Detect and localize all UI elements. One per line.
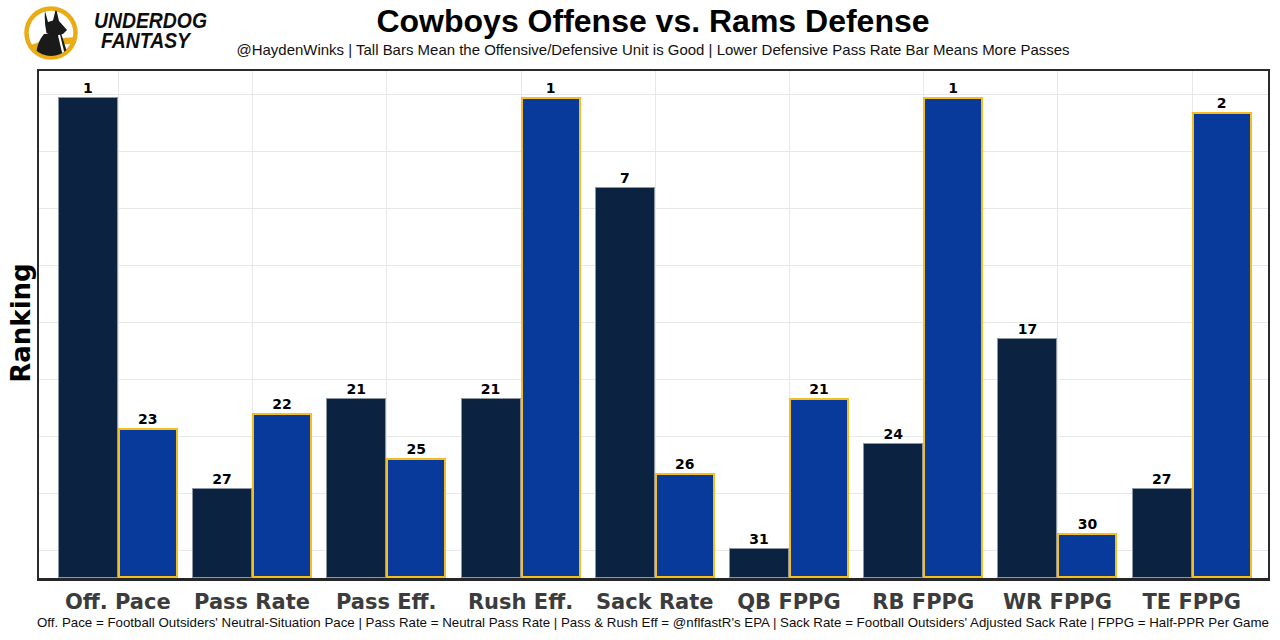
- plot-area: 1232722212521172631212411730272: [37, 69, 1270, 581]
- bar-value-label: 31: [719, 531, 799, 547]
- page: { "header": { "brand_line1": "UNDERDOG",…: [0, 0, 1280, 640]
- bar-offense-pass-eff-: [326, 398, 386, 578]
- bar-defense-wr-fppg: [1057, 533, 1117, 578]
- bar-value-label: 7: [585, 170, 665, 186]
- chart-subtitle: @HaydenWinks | Tall Bars Mean the Offens…: [237, 41, 1070, 58]
- bar-value-label: 25: [376, 441, 456, 457]
- bar-value-label: 1: [913, 80, 993, 96]
- bar-value-label: 1: [511, 80, 591, 96]
- bar-offense-pass-rate: [192, 488, 252, 578]
- y-gridline: [39, 94, 1268, 95]
- bar-defense-off-pace: [118, 428, 178, 578]
- underdog-dog-icon: [22, 3, 80, 65]
- brand-wordmark: UNDERDOG FANTASY: [94, 11, 207, 51]
- bar-value-label: 17: [987, 321, 1067, 337]
- bar-value-label: 26: [645, 456, 725, 472]
- bar-defense-sack-rate: [655, 473, 715, 578]
- bar-offense-rush-eff-: [461, 398, 521, 578]
- bar-offense-rb-fppg: [863, 443, 923, 578]
- bar-offense-te-fppg: [1132, 488, 1192, 578]
- bar-offense-off-pace: [58, 97, 118, 578]
- bar-value-label: 27: [1122, 471, 1202, 487]
- x-axis-label-te-fppg: TE FPPG: [1092, 590, 1280, 614]
- brand-line2: FANTASY: [101, 31, 207, 51]
- bar-offense-sack-rate: [595, 187, 655, 578]
- bar-defense-pass-eff-: [386, 458, 446, 578]
- bar-value-label: 24: [853, 426, 933, 442]
- bar-defense-rb-fppg: [923, 97, 983, 578]
- bar-value-label: 30: [1047, 516, 1127, 532]
- underdog-fantasy-logo: UNDERDOG FANTASY: [22, 3, 222, 65]
- chart-title: Cowboys Offense vs. Rams Defense: [376, 3, 929, 40]
- bar-value-label: 23: [108, 411, 188, 427]
- bar-offense-qb-fppg: [729, 548, 789, 578]
- bar-value-label: 1: [48, 80, 128, 96]
- footnote: Off. Pace = Football Outsiders' Neutral-…: [37, 615, 1269, 630]
- bar-offense-wr-fppg: [997, 338, 1057, 578]
- y-gridline: [39, 151, 1268, 152]
- bar-defense-rush-eff-: [521, 97, 581, 578]
- bar-defense-qb-fppg: [789, 398, 849, 578]
- bar-value-label: 21: [779, 381, 859, 397]
- bar-value-label: 27: [182, 471, 262, 487]
- bar-value-label: 2: [1182, 95, 1262, 111]
- bar-value-label: 21: [316, 381, 396, 397]
- bar-value-label: 21: [451, 381, 531, 397]
- y-axis-label: Ranking: [6, 263, 36, 382]
- bar-value-label: 22: [242, 396, 322, 412]
- bar-defense-te-fppg: [1192, 112, 1252, 578]
- bar-defense-pass-rate: [252, 413, 312, 578]
